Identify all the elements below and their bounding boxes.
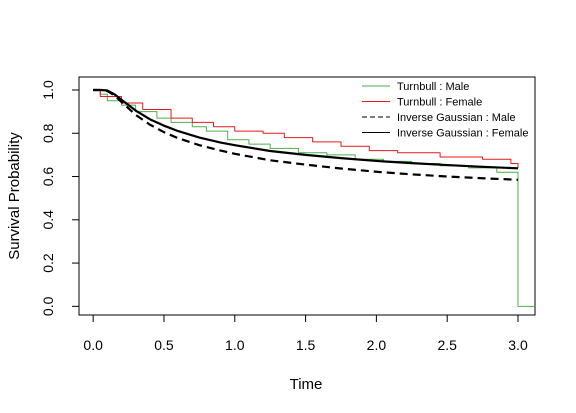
legend-label: Turnbull : Female [397, 97, 482, 109]
y-tick-label: 1.0 [40, 80, 56, 100]
x-tick-label: 1.0 [225, 337, 245, 353]
x-tick-label: 1.5 [296, 337, 316, 353]
x-tick-label: 2.5 [437, 337, 457, 353]
legend-label: Inverse Gaussian : Female [397, 128, 528, 140]
legend-label: Turnbull : Male [397, 81, 469, 93]
legend-label: Inverse Gaussian : Male [397, 112, 516, 124]
x-axis: 0.0 0.5 1.0 1.5 2.0 2.5 3.0 [83, 315, 528, 353]
x-tick-label: 3.0 [508, 337, 528, 353]
y-tick-label: 0.6 [40, 167, 56, 187]
plot-frame [78, 76, 536, 316]
y-tick-label: 0.8 [40, 123, 56, 143]
y-tick-label: 0.4 [40, 210, 56, 230]
y-tick-label: 0.0 [40, 296, 56, 316]
y-axis-title: Survival Probability [6, 132, 23, 260]
x-tick-label: 0.5 [154, 337, 174, 353]
series-line-3 [93, 88, 519, 181]
legend: Turnbull : Male Turnbull : Female Inverse … [362, 81, 528, 140]
x-tick-label: 0.0 [83, 337, 103, 353]
y-tick-label: 0.2 [40, 253, 56, 273]
series-line-2 [93, 89, 519, 168]
series-line-4 [93, 88, 519, 170]
y-axis: 0.0 0.2 0.4 0.6 0.8 1.0 [40, 80, 79, 316]
x-axis-title: Time [290, 376, 323, 393]
x-tick-label: 2.0 [367, 337, 387, 353]
series-layer [93, 88, 535, 307]
